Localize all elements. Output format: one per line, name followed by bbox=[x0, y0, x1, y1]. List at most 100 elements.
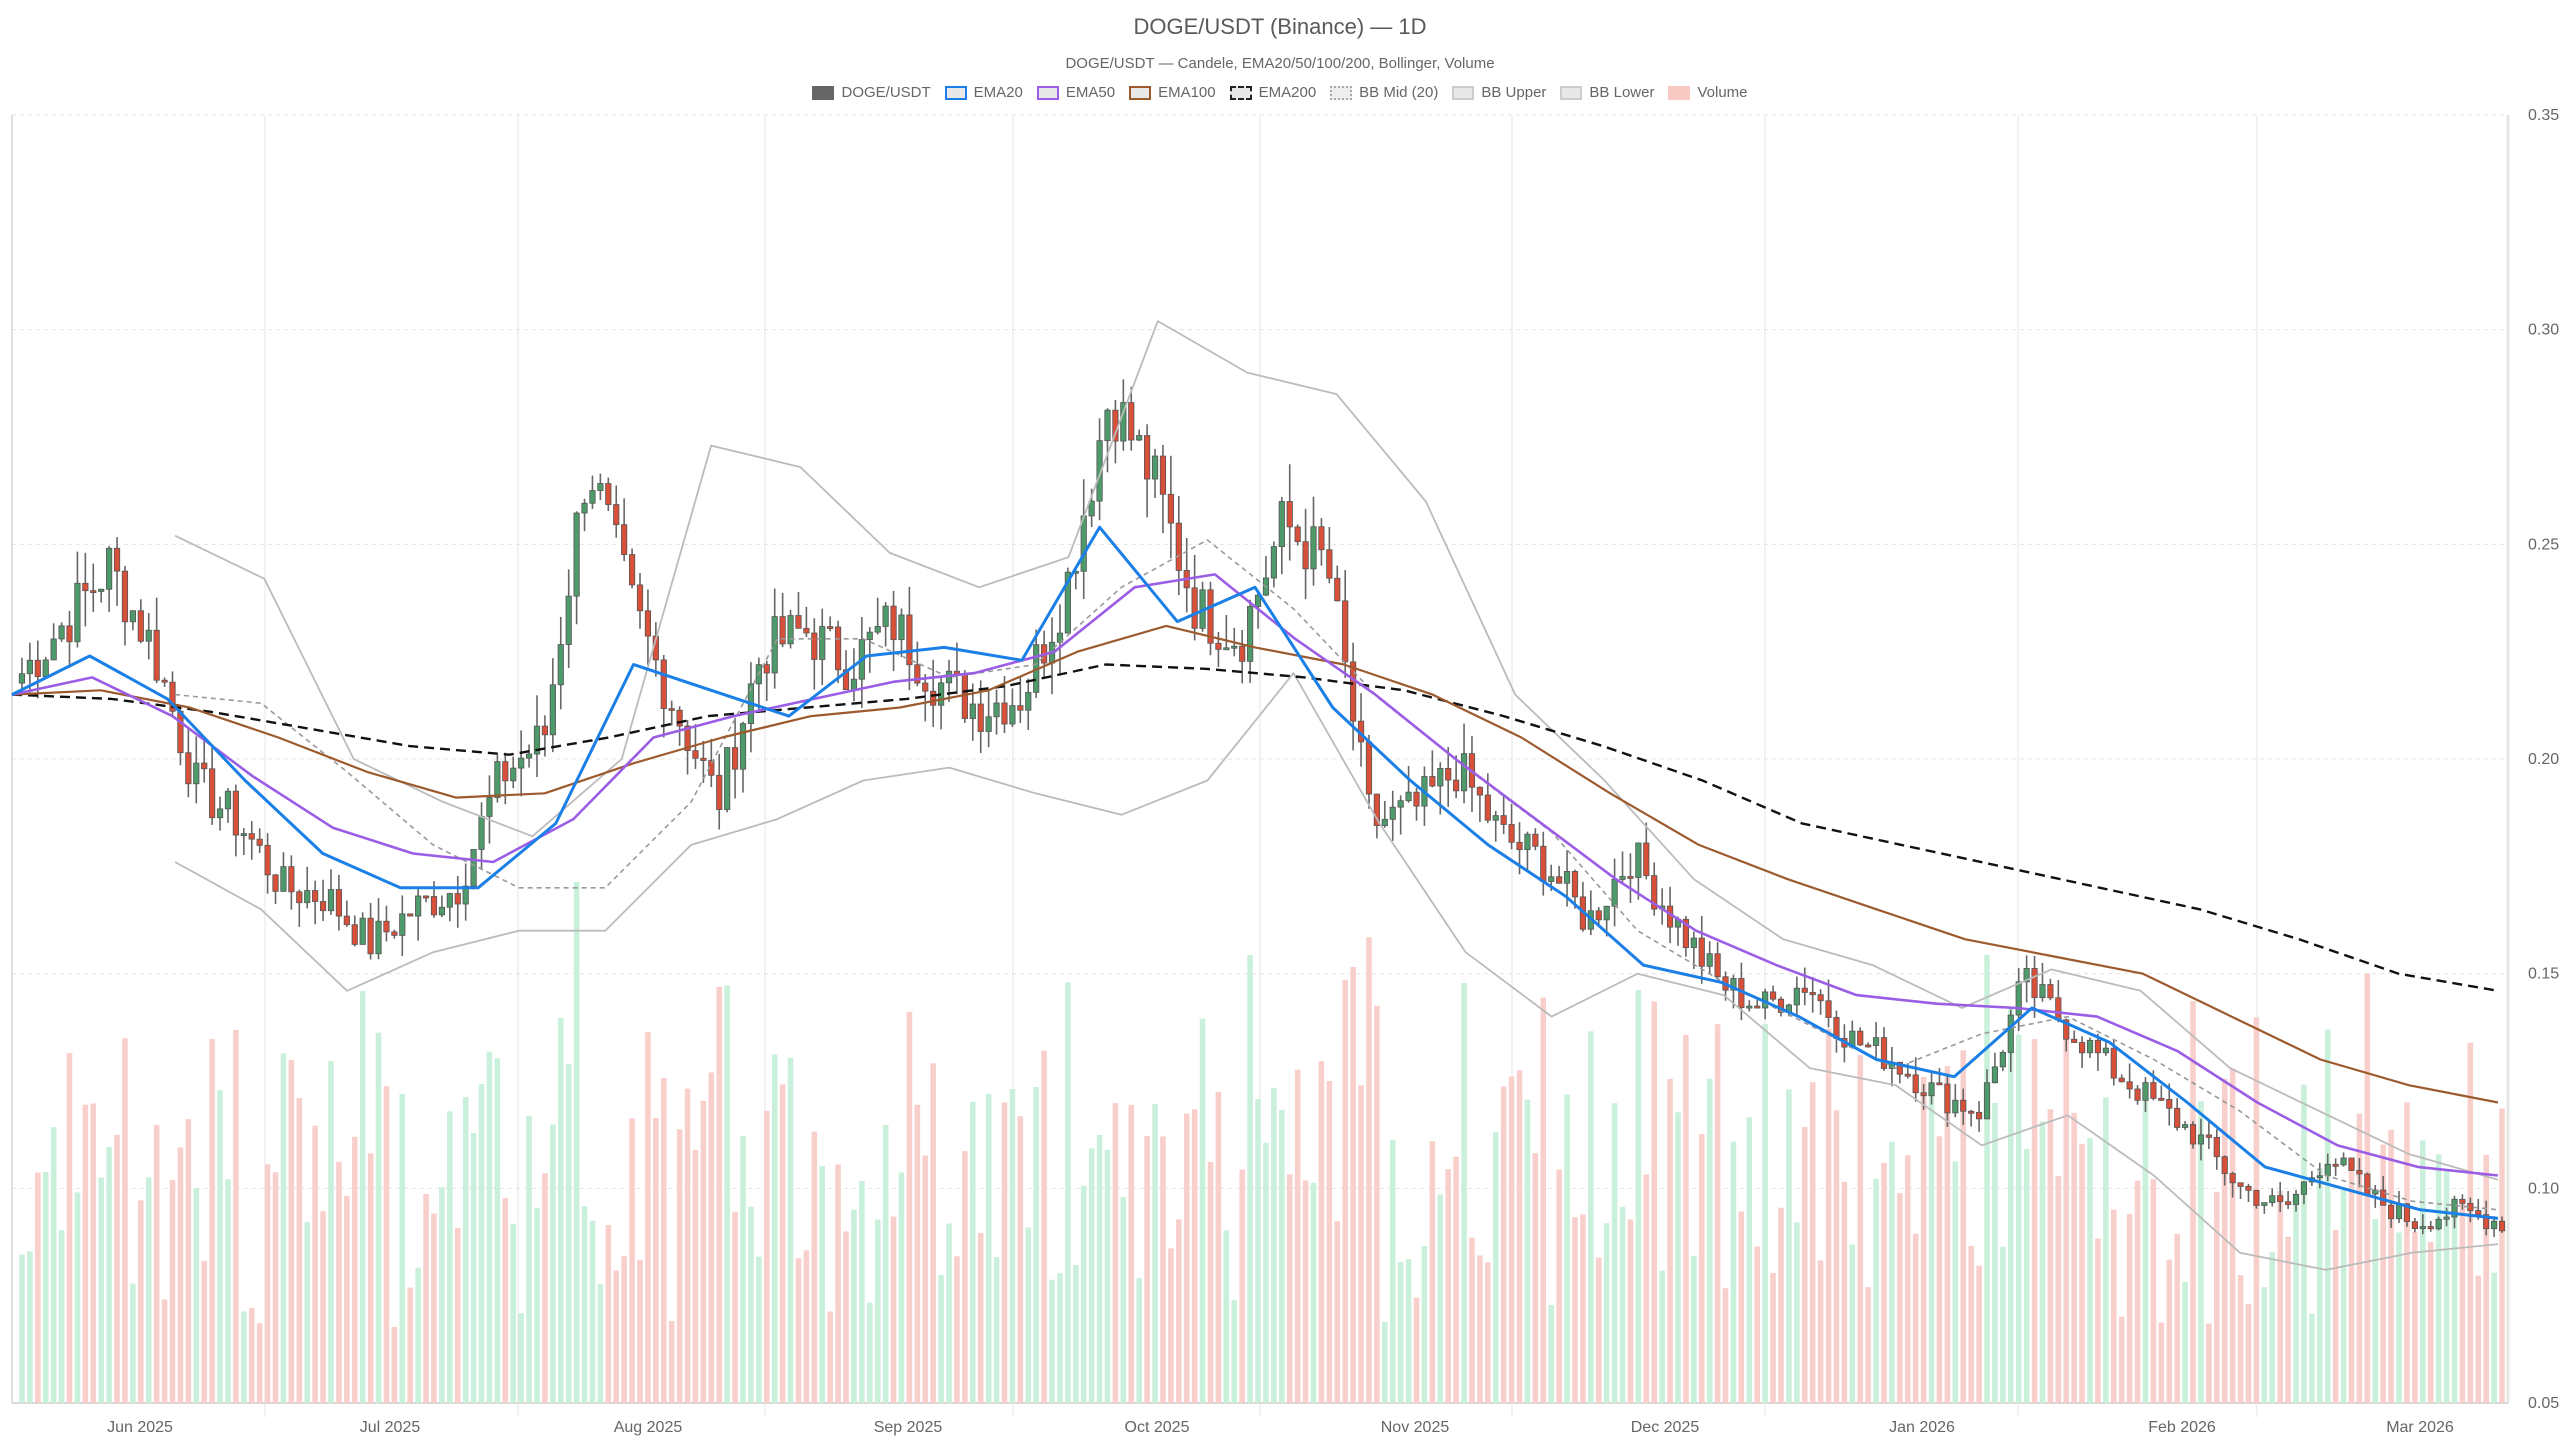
candle-body[interactable] bbox=[169, 681, 176, 712]
candle-body[interactable] bbox=[668, 708, 675, 711]
candle-body[interactable] bbox=[2007, 1014, 2014, 1053]
candle-body[interactable] bbox=[2332, 1163, 2339, 1167]
candle-body[interactable] bbox=[1215, 642, 1222, 650]
candle-body[interactable] bbox=[2126, 1081, 2133, 1090]
candle-body[interactable] bbox=[2174, 1107, 2181, 1128]
candle-body[interactable] bbox=[2047, 984, 2054, 999]
candle-body[interactable] bbox=[319, 901, 327, 912]
legend-item-ema20[interactable]: EMA20 bbox=[944, 84, 1023, 101]
candle-body[interactable] bbox=[1635, 842, 1642, 878]
candle-body[interactable] bbox=[2063, 1019, 2070, 1040]
candle-body[interactable] bbox=[1144, 435, 1151, 480]
candle-body[interactable] bbox=[1207, 589, 1214, 644]
candle-body[interactable] bbox=[399, 913, 406, 936]
candle-body[interactable] bbox=[1247, 606, 1254, 662]
candle-body[interactable] bbox=[2086, 1039, 2094, 1054]
candle-body[interactable] bbox=[2197, 1134, 2205, 1145]
candle-body[interactable] bbox=[2205, 1134, 2212, 1138]
candle-body[interactable] bbox=[422, 895, 430, 899]
candle-body[interactable] bbox=[359, 917, 366, 945]
candle-body[interactable] bbox=[763, 664, 770, 674]
candle-body[interactable] bbox=[549, 684, 556, 736]
candle-body[interactable] bbox=[2483, 1214, 2490, 1230]
candle-body[interactable] bbox=[1880, 1037, 1888, 1069]
candle-body[interactable] bbox=[1484, 794, 1491, 821]
candle-body[interactable] bbox=[850, 678, 858, 691]
candle-body[interactable] bbox=[478, 816, 485, 850]
candle-body[interactable] bbox=[2102, 1047, 2109, 1054]
legend-item-bb-lower[interactable]: BB Lower bbox=[1560, 84, 1654, 101]
candle-body[interactable] bbox=[1025, 691, 1032, 711]
candle-body[interactable] bbox=[201, 762, 208, 770]
candle-body[interactable] bbox=[1928, 1082, 1935, 1097]
candle-body[interactable] bbox=[1682, 918, 1690, 949]
candle-body[interactable] bbox=[2475, 1210, 2482, 1216]
candle-body[interactable] bbox=[391, 931, 398, 936]
candle-body[interactable] bbox=[914, 664, 921, 684]
candle-body[interactable] bbox=[1912, 1074, 1919, 1094]
candle-body[interactable] bbox=[1817, 994, 1824, 1002]
candle-body[interactable] bbox=[264, 844, 271, 876]
candle-body[interactable] bbox=[296, 891, 303, 904]
candle-body[interactable] bbox=[1286, 501, 1293, 528]
candle-body[interactable] bbox=[106, 547, 113, 590]
candle-body[interactable] bbox=[327, 889, 335, 912]
candle-body[interactable] bbox=[2221, 1156, 2228, 1174]
candle-body[interactable] bbox=[605, 483, 612, 505]
candle-body[interactable] bbox=[969, 703, 976, 719]
candle-body[interactable] bbox=[1159, 455, 1167, 495]
candle-body[interactable] bbox=[1991, 1066, 1999, 1084]
candle-body[interactable] bbox=[2411, 1221, 2418, 1229]
candle-body[interactable] bbox=[383, 920, 390, 933]
candle-body[interactable] bbox=[145, 629, 152, 642]
candle-body[interactable] bbox=[2269, 1195, 2276, 1204]
candle-body[interactable] bbox=[1453, 779, 1460, 792]
candle-body[interactable] bbox=[1437, 768, 1444, 787]
candle-body[interactable] bbox=[2403, 1203, 2411, 1223]
candle-body[interactable] bbox=[1643, 842, 1650, 877]
candle-body[interactable] bbox=[407, 913, 414, 917]
candle-body[interactable] bbox=[2039, 984, 2046, 999]
candle-body[interactable] bbox=[700, 757, 707, 761]
candle-body[interactable] bbox=[890, 605, 897, 641]
candle-body[interactable] bbox=[1413, 791, 1420, 807]
candle-body[interactable] bbox=[1793, 987, 1800, 1006]
candle-body[interactable] bbox=[34, 659, 41, 677]
candle-body[interactable] bbox=[819, 626, 826, 660]
candle-body[interactable] bbox=[1278, 501, 1285, 548]
candle-body[interactable] bbox=[1405, 791, 1412, 802]
candle-body[interactable] bbox=[335, 889, 342, 917]
candle-body[interactable] bbox=[834, 626, 842, 671]
candle-body[interactable] bbox=[1603, 905, 1610, 921]
candle-body[interactable] bbox=[1595, 910, 1602, 921]
candle-body[interactable] bbox=[113, 547, 121, 572]
candle-body[interactable] bbox=[1223, 647, 1230, 651]
candle-body[interactable] bbox=[1231, 645, 1238, 649]
candle-body[interactable] bbox=[993, 702, 1000, 718]
candle-body[interactable] bbox=[2356, 1170, 2363, 1175]
candle-body[interactable] bbox=[827, 626, 834, 629]
candle-body[interactable] bbox=[882, 605, 889, 627]
candle-body[interactable] bbox=[2388, 1204, 2395, 1220]
candle-body[interactable] bbox=[90, 590, 97, 594]
candle-body[interactable] bbox=[803, 627, 810, 634]
candle-body[interactable] bbox=[1556, 876, 1563, 884]
candle-body[interactable] bbox=[1294, 526, 1301, 543]
candle-body[interactable] bbox=[1627, 876, 1634, 879]
candle-body[interactable] bbox=[541, 725, 549, 736]
candle-body[interactable] bbox=[1318, 526, 1325, 551]
candle-body[interactable] bbox=[367, 917, 374, 955]
candle-body[interactable] bbox=[1952, 1099, 1959, 1114]
candle-body[interactable] bbox=[1872, 1037, 1880, 1046]
candle-body[interactable] bbox=[716, 774, 723, 810]
candle-body[interactable] bbox=[510, 767, 517, 782]
candle-body[interactable] bbox=[129, 610, 136, 623]
candle-body[interactable] bbox=[1191, 587, 1198, 629]
candle-body[interactable] bbox=[1429, 776, 1436, 787]
candle-body[interactable] bbox=[589, 490, 596, 504]
candle-body[interactable] bbox=[985, 716, 992, 732]
candle-body[interactable] bbox=[193, 762, 200, 785]
candle-body[interactable] bbox=[74, 582, 81, 643]
candle-body[interactable] bbox=[1350, 661, 1357, 722]
legend-item-ema200[interactable]: EMA200 bbox=[1229, 84, 1316, 101]
